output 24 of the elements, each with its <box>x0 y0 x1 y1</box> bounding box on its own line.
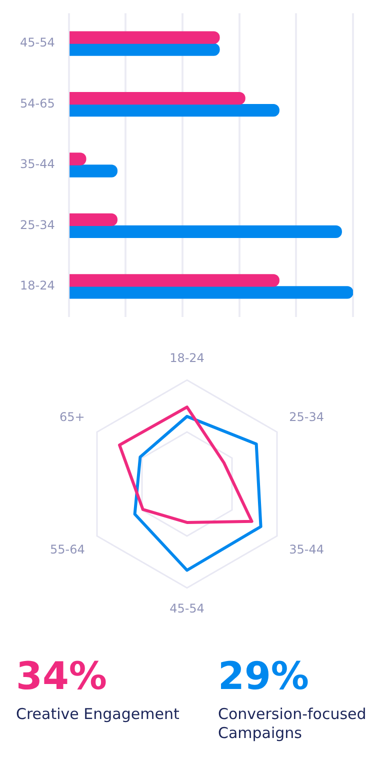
bar <box>70 286 353 299</box>
text: 29% <box>218 653 310 699</box>
spoke-label: 65+ <box>60 410 85 424</box>
bar <box>70 274 280 287</box>
text: Creative Engagement <box>16 705 180 724</box>
y-tick-label: 35-44 <box>20 157 55 172</box>
y-tick-label: 45-54 <box>20 36 55 50</box>
y-tick-label: 25-34 <box>20 218 55 232</box>
spoke-label: 18-24 <box>170 350 204 365</box>
bar <box>70 213 118 226</box>
spoke-label: 25-34 <box>289 410 324 424</box>
bar <box>70 92 246 105</box>
text: 34% <box>16 653 108 699</box>
spoke-label: 45-54 <box>170 601 204 616</box>
text: Conversion-focused Campaigns <box>218 705 368 743</box>
bar <box>70 104 280 117</box>
y-tick-label: 18-24 <box>20 278 55 293</box>
bar <box>70 225 342 238</box>
spoke-label: 55-64 <box>50 542 85 556</box>
bar <box>70 31 220 44</box>
spoke-label: 35-44 <box>289 542 324 556</box>
y-tick-label: 54-65 <box>20 96 55 110</box>
bar <box>70 164 118 178</box>
bar <box>70 43 220 56</box>
